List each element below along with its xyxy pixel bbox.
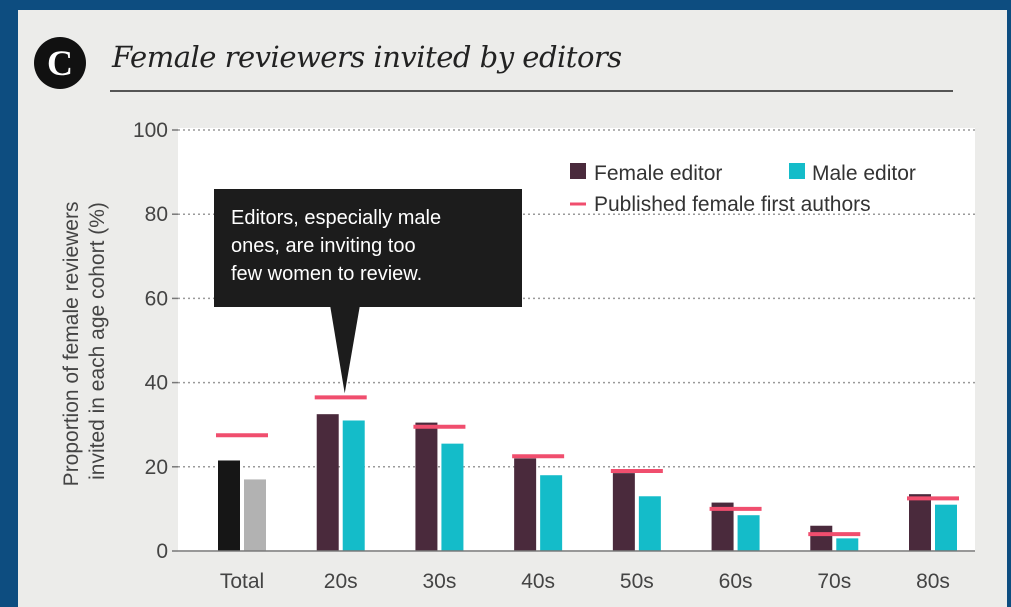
- y-axis-title-line-1: Proportion of female reviewers: [60, 202, 83, 487]
- x-tick-label-70s: 70s: [817, 570, 851, 593]
- x-tick-label-40s: 40s: [521, 570, 555, 593]
- x-tick-label-total: Total: [220, 570, 264, 593]
- bar-female-editor-50s: [612, 473, 635, 551]
- bar-male-editor-30s: [441, 443, 464, 551]
- panel-letter-badge: C: [34, 37, 86, 89]
- x-tick-label-20s: 20s: [324, 570, 358, 593]
- callout-text-line-1: Editors, especially male: [231, 207, 441, 229]
- bar-female-editor-40s: [514, 458, 537, 551]
- y-axis-title: Proportion of female reviewers invited i…: [60, 196, 109, 487]
- legend-label-male-editor: Male editor: [812, 162, 916, 185]
- x-axis-ticks: Total 20s 30s 40s 50s 60s 70s 80s: [220, 570, 950, 593]
- bar-female-editor-80s: [909, 494, 931, 551]
- callout: Editors, especially male ones, are inviti…: [214, 189, 522, 394]
- y-tick-label-80: 80: [145, 203, 168, 226]
- bar-male-editor-50s: [638, 496, 661, 551]
- bar-female-editor-20s: [316, 414, 339, 551]
- y-tick-label-60: 60: [145, 287, 168, 310]
- bars: [216, 395, 959, 551]
- x-tick-label-80s: 80s: [916, 570, 950, 593]
- y-tick-label-20: 20: [145, 456, 168, 479]
- legend-swatch-female-editor: [570, 163, 586, 179]
- callout-text-line-2: ones, are inviting too: [231, 235, 416, 257]
- bar-male-editor-80s: [935, 504, 957, 551]
- chart-title: Female reviewers invited by editors: [112, 40, 622, 74]
- y-axis-ticks: 0 20 40 60 80 100: [133, 119, 178, 563]
- x-tick-label-30s: 30s: [422, 570, 456, 593]
- legend-label-published: Published female first authors: [594, 193, 871, 216]
- bar-male-editor-60s: [737, 515, 760, 551]
- title-divider: [110, 90, 953, 92]
- callout-pointer: [330, 305, 360, 394]
- bar-female-editor-30s: [415, 422, 438, 551]
- x-tick-label-50s: 50s: [620, 570, 654, 593]
- x-tick-label-60s: 60s: [719, 570, 753, 593]
- bar-female-editor-60s: [711, 502, 734, 551]
- y-tick-label-100: 100: [133, 119, 168, 142]
- legend: Female editor Male editor Published female…: [570, 162, 916, 216]
- bar-male-editor-20s: [342, 420, 365, 551]
- y-tick-label-0: 0: [156, 540, 168, 563]
- y-tick-label-40: 40: [145, 372, 168, 395]
- bar-female-editor-total: [218, 460, 240, 551]
- callout-box: [214, 189, 522, 307]
- y-axis-title-line-2: invited in each age cohort (%): [86, 202, 109, 480]
- bar-male-editor-70s: [836, 538, 859, 551]
- legend-label-female-editor: Female editor: [594, 162, 722, 185]
- legend-swatch-male-editor: [789, 163, 805, 179]
- bar-male-editor-total: [244, 479, 266, 551]
- callout-text-line-3: few women to review.: [231, 263, 422, 285]
- bar-female-editor-70s: [810, 525, 833, 551]
- bar-male-editor-40s: [540, 475, 563, 551]
